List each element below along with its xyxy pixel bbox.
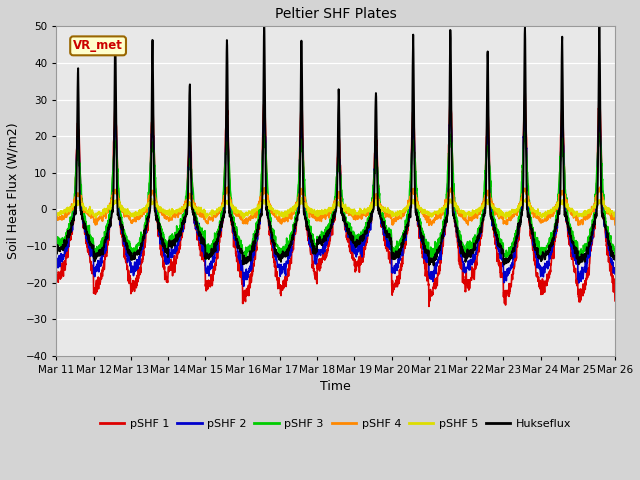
pSHF 4 [52, 216, 60, 221]
pSHF 1 [563, 205, 570, 211]
Line: Hukseflux: Hukseflux [56, 26, 615, 265]
pSHF 2 [364, 222, 372, 228]
Line: pSHF 1: pSHF 1 [56, 93, 615, 306]
pSHF 2 [52, 256, 60, 262]
pSHF 3 [364, 217, 372, 223]
Hukseflux [352, 240, 360, 246]
pSHF 3 [426, 261, 433, 266]
pSHF 2 [611, 271, 619, 277]
Hukseflux [499, 247, 506, 253]
pSHF 2 [578, 272, 586, 278]
pSHF 3 [563, 195, 570, 201]
pSHF 1 [352, 267, 360, 273]
Line: pSHF 4: pSHF 4 [56, 187, 615, 225]
pSHF 2 [352, 248, 360, 253]
Text: VR_met: VR_met [73, 39, 123, 52]
Line: pSHF 3: pSHF 3 [56, 132, 615, 264]
X-axis label: Time: Time [321, 381, 351, 394]
pSHF 3 [52, 243, 60, 249]
pSHF 3 [352, 239, 360, 245]
pSHF 5 [298, 195, 305, 201]
Line: pSHF 2: pSHF 2 [56, 116, 615, 286]
pSHF 2 [208, 261, 216, 267]
pSHF 4 [578, 219, 586, 225]
pSHF 5 [578, 211, 586, 217]
pSHF 4 [425, 222, 433, 228]
pSHF 1 [611, 298, 619, 304]
Hukseflux [430, 263, 438, 268]
pSHF 4 [563, 198, 570, 204]
pSHF 1 [578, 289, 586, 295]
Hukseflux [611, 256, 619, 262]
pSHF 1 [52, 268, 60, 274]
pSHF 5 [208, 209, 216, 215]
pSHF 1 [521, 90, 529, 96]
pSHF 3 [578, 251, 586, 256]
pSHF 5 [502, 216, 509, 222]
pSHF 3 [611, 253, 619, 259]
Hukseflux [260, 24, 268, 29]
pSHF 3 [499, 247, 506, 252]
pSHF 1 [364, 231, 372, 237]
pSHF 4 [499, 213, 506, 218]
pSHF 4 [208, 211, 216, 217]
Hukseflux [208, 249, 216, 255]
Hukseflux [578, 252, 586, 257]
Line: pSHF 5: pSHF 5 [56, 198, 615, 219]
pSHF 4 [352, 213, 360, 219]
pSHF 5 [52, 212, 60, 218]
Title: Peltier SHF Plates: Peltier SHF Plates [275, 7, 397, 21]
pSHF 1 [425, 303, 433, 309]
pSHF 2 [240, 283, 248, 289]
pSHF 3 [520, 130, 528, 135]
pSHF 2 [563, 218, 570, 224]
pSHF 4 [364, 205, 372, 211]
pSHF 5 [611, 213, 619, 219]
pSHF 5 [364, 207, 372, 213]
pSHF 4 [224, 184, 232, 190]
Y-axis label: Soil Heat Flux (W/m2): Soil Heat Flux (W/m2) [7, 123, 20, 259]
Hukseflux [52, 247, 60, 253]
pSHF 5 [352, 210, 360, 216]
Legend: pSHF 1, pSHF 2, pSHF 3, pSHF 4, pSHF 5, Hukseflux: pSHF 1, pSHF 2, pSHF 3, pSHF 4, pSHF 5, … [95, 414, 576, 433]
pSHF 1 [499, 273, 506, 279]
pSHF 2 [499, 257, 506, 263]
pSHF 3 [208, 241, 216, 247]
pSHF 2 [520, 113, 528, 119]
Hukseflux [364, 220, 372, 226]
pSHF 5 [499, 212, 506, 217]
Hukseflux [563, 216, 570, 221]
pSHF 4 [611, 222, 619, 228]
pSHF 1 [208, 283, 216, 288]
pSHF 5 [563, 202, 570, 208]
